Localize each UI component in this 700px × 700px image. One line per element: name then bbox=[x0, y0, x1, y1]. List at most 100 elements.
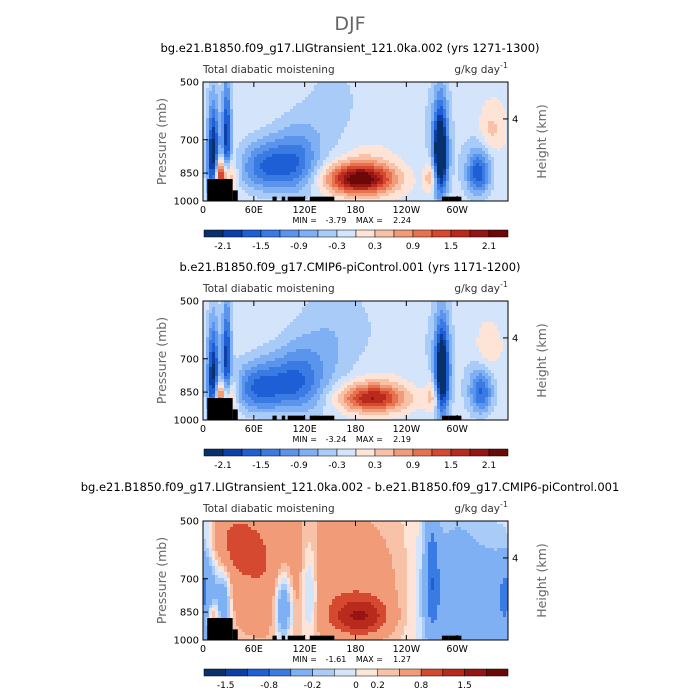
heatmap-cell bbox=[356, 172, 360, 176]
heatmap-cell bbox=[347, 124, 351, 128]
heatmap-cell bbox=[338, 118, 342, 122]
heatmap-cell bbox=[221, 340, 225, 344]
heatmap-cell bbox=[302, 154, 306, 158]
heatmap-cell bbox=[203, 325, 207, 329]
heatmap-cell bbox=[374, 103, 378, 107]
heatmap-cell bbox=[320, 127, 324, 131]
heatmap-cell bbox=[212, 121, 216, 125]
heatmap-cell bbox=[203, 97, 207, 101]
heatmap-cell bbox=[410, 145, 414, 149]
heatmap-cell bbox=[338, 178, 342, 182]
heatmap-cell bbox=[353, 118, 357, 122]
heatmap-cell bbox=[245, 142, 249, 146]
heatmap-cell bbox=[371, 97, 375, 101]
heatmap-cell bbox=[467, 136, 471, 140]
heatmap-cell bbox=[356, 121, 360, 125]
heatmap-cell bbox=[335, 163, 339, 167]
heatmap-cell bbox=[236, 328, 240, 332]
heatmap-cell bbox=[479, 151, 483, 155]
heatmap-cell bbox=[506, 88, 509, 92]
heatmap-cell bbox=[254, 358, 258, 362]
heatmap-cell bbox=[380, 127, 384, 131]
heatmap-cell bbox=[239, 100, 243, 104]
heatmap-cell bbox=[215, 103, 219, 107]
heatmap-cell bbox=[482, 163, 486, 167]
heatmap-cell bbox=[257, 376, 261, 380]
heatmap-cell bbox=[206, 103, 210, 107]
heatmap-cell bbox=[452, 112, 456, 116]
heatmap-cell bbox=[491, 124, 495, 128]
heatmap-cell bbox=[494, 157, 498, 161]
heatmap-cell bbox=[218, 319, 222, 323]
heatmap-cell bbox=[281, 82, 285, 86]
heatmap-cell bbox=[248, 133, 252, 137]
heatmap-cell bbox=[470, 166, 474, 170]
heatmap-cell bbox=[434, 133, 438, 137]
heatmap-cell bbox=[218, 307, 222, 311]
heatmap-cell bbox=[239, 139, 243, 143]
heatmap-cell bbox=[350, 184, 354, 188]
heatmap-cell bbox=[395, 184, 399, 188]
heatmap-cell bbox=[281, 142, 285, 146]
heatmap-cell bbox=[359, 124, 363, 128]
heatmap-cell bbox=[338, 112, 342, 116]
heatmap-cell bbox=[359, 100, 363, 104]
heatmap-cell bbox=[317, 175, 321, 179]
heatmap-cell bbox=[221, 94, 225, 98]
heatmap-cell bbox=[401, 136, 405, 140]
heatmap-cell bbox=[422, 199, 426, 202]
heatmap-cell bbox=[467, 133, 471, 137]
heatmap-cell bbox=[389, 172, 393, 176]
heatmap-cell bbox=[335, 85, 339, 89]
heatmap-cell bbox=[224, 142, 228, 146]
heatmap-cell bbox=[473, 199, 477, 202]
heatmap-cell bbox=[212, 142, 216, 146]
heatmap-cell bbox=[371, 94, 375, 98]
heatmap-cell bbox=[431, 130, 435, 134]
heatmap-cell bbox=[242, 331, 246, 335]
heatmap-cell bbox=[341, 94, 345, 98]
heatmap-cell bbox=[263, 187, 267, 191]
heatmap-cell bbox=[368, 178, 372, 182]
heatmap-cells bbox=[203, 301, 509, 421]
heatmap-cell bbox=[254, 199, 258, 202]
heatmap-cell bbox=[353, 148, 357, 152]
heatmap-cell bbox=[248, 154, 252, 158]
heatmap-cell bbox=[278, 103, 282, 107]
heatmap-cell bbox=[233, 376, 237, 380]
heatmap-cell bbox=[314, 124, 318, 128]
heatmap-cell bbox=[239, 91, 243, 95]
heatmap-cell bbox=[380, 154, 384, 158]
heatmap-cell bbox=[344, 118, 348, 122]
heatmap-cell bbox=[467, 145, 471, 149]
heatmap-cell bbox=[452, 121, 456, 125]
heatmap-cell bbox=[380, 145, 384, 149]
heatmap-cell bbox=[239, 373, 243, 377]
heatmap-cell bbox=[320, 157, 324, 161]
heatmap-cell bbox=[449, 151, 453, 155]
heatmap-cell bbox=[422, 127, 426, 131]
heatmap-cell bbox=[296, 181, 300, 185]
heatmap-cell bbox=[209, 355, 213, 359]
heatmap-cell bbox=[401, 163, 405, 167]
heatmap-cell bbox=[224, 391, 228, 395]
heatmap-cell bbox=[485, 103, 489, 107]
heatmap-cell bbox=[299, 133, 303, 137]
heatmap-cell bbox=[473, 157, 477, 161]
heatmap-cell bbox=[479, 139, 483, 143]
heatmap-cell bbox=[314, 160, 318, 164]
heatmap-cell bbox=[239, 361, 243, 365]
heatmap-cell bbox=[242, 418, 246, 421]
heatmap-cell bbox=[440, 160, 444, 164]
heatmap-cell bbox=[224, 382, 228, 386]
heatmap-cell bbox=[395, 106, 399, 110]
heatmap-cell bbox=[248, 118, 252, 122]
heatmap-cell bbox=[473, 148, 477, 152]
heatmap-cell bbox=[497, 175, 501, 179]
heatmap-cell bbox=[389, 100, 393, 104]
heatmap-cell bbox=[347, 181, 351, 185]
heatmap-cell bbox=[470, 103, 474, 107]
heatmap-cell bbox=[266, 301, 270, 305]
heatmap-cell bbox=[230, 133, 234, 137]
heatmap-cell bbox=[362, 181, 366, 185]
